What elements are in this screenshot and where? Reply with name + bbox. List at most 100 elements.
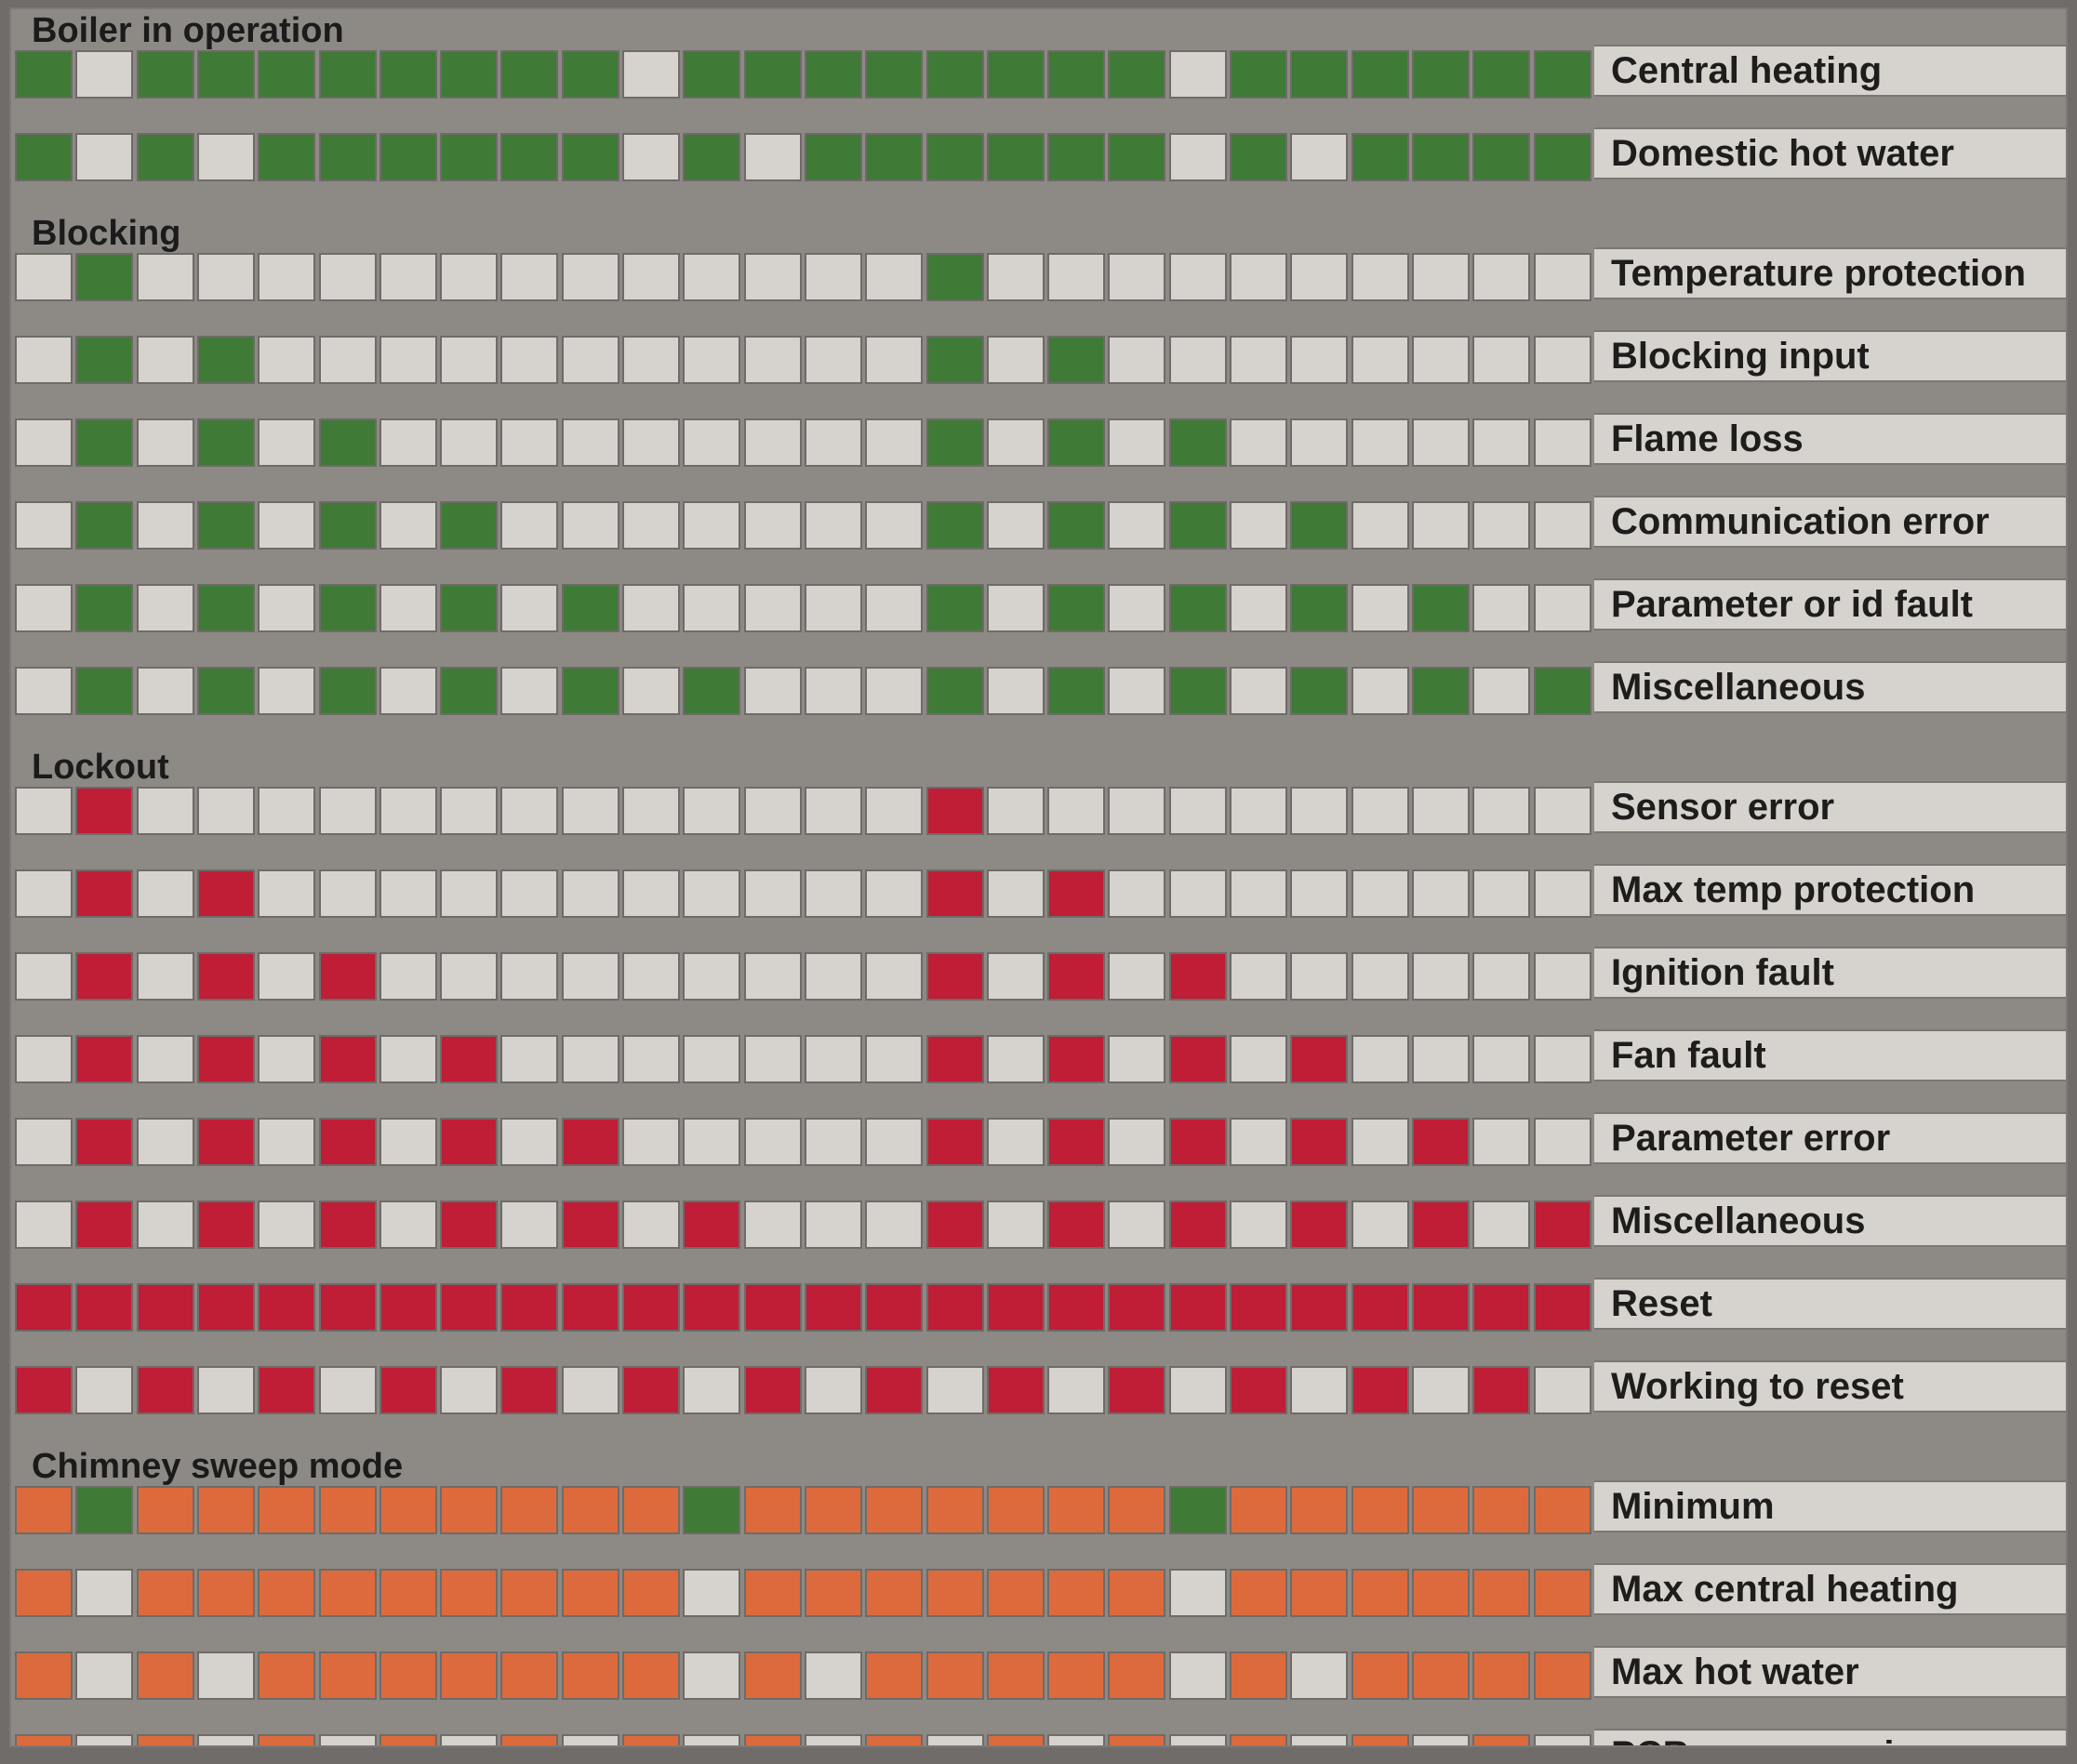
indicator-cell bbox=[15, 1651, 73, 1700]
indicator-cell bbox=[1472, 1569, 1530, 1617]
indicator-cell bbox=[137, 952, 194, 1001]
indicator-cell bbox=[197, 133, 255, 181]
indicator-cell bbox=[379, 1651, 437, 1700]
indicator-cell bbox=[75, 1200, 133, 1249]
indicator-cell bbox=[987, 1569, 1045, 1617]
indicator-cell bbox=[1230, 1651, 1287, 1700]
indicator-cell bbox=[1534, 667, 1591, 715]
indicator-cell bbox=[1108, 1283, 1165, 1332]
indicator-cell bbox=[1534, 501, 1591, 550]
indicator-cell bbox=[744, 1569, 802, 1617]
status-row: Max hot water bbox=[15, 1646, 2066, 1700]
indicator-cell bbox=[500, 133, 558, 181]
indicator-cell bbox=[1047, 869, 1105, 918]
indicator-cell bbox=[1047, 584, 1105, 632]
indicator-cell bbox=[805, 418, 862, 467]
indicator-cell bbox=[258, 1651, 315, 1700]
indicator-cell bbox=[683, 952, 740, 1001]
indicator-cell bbox=[440, 1734, 498, 1745]
row-label: Communication error bbox=[1594, 496, 2066, 548]
indicator-cell bbox=[258, 1283, 315, 1332]
indicator-cell bbox=[1290, 1035, 1348, 1083]
indicator-cell bbox=[258, 869, 315, 918]
indicator-cell bbox=[987, 336, 1045, 384]
indicator-cell bbox=[197, 1486, 255, 1534]
indicator-cell bbox=[622, 1200, 680, 1249]
indicator-cell bbox=[562, 1486, 619, 1534]
indicator-cell bbox=[744, 952, 802, 1001]
indicator-cell bbox=[1230, 133, 1287, 181]
indicator-cell bbox=[865, 418, 923, 467]
indicator-cell bbox=[562, 1569, 619, 1617]
indicator-cell bbox=[805, 1486, 862, 1534]
indicator-cell bbox=[805, 787, 862, 835]
indicator-cell bbox=[1351, 336, 1409, 384]
indicator-cell bbox=[1290, 1486, 1348, 1534]
indicator-cell bbox=[75, 1734, 133, 1745]
row-label: Minimum bbox=[1594, 1480, 2066, 1532]
row-label: Max temp protection bbox=[1594, 864, 2066, 916]
indicator-cell bbox=[926, 50, 984, 99]
indicator-cell bbox=[1412, 952, 1470, 1001]
indicator-cell bbox=[379, 1569, 437, 1617]
row-label: Miscellaneous bbox=[1594, 1195, 2066, 1247]
row-label: Blocking input bbox=[1594, 330, 2066, 382]
indicator-cell bbox=[562, 1200, 619, 1249]
indicator-cell bbox=[440, 1283, 498, 1332]
indicator-cell bbox=[987, 1486, 1045, 1534]
indicator-cell bbox=[865, 1569, 923, 1617]
indicator-cell bbox=[1047, 1734, 1105, 1745]
indicator-cell bbox=[379, 253, 437, 301]
indicator-cell bbox=[865, 1118, 923, 1166]
indicator-cell bbox=[1412, 1486, 1470, 1534]
indicator-cell bbox=[744, 253, 802, 301]
indicator-cell bbox=[197, 253, 255, 301]
indicator-cell bbox=[319, 667, 377, 715]
indicator-cell bbox=[440, 1118, 498, 1166]
indicator-cell bbox=[137, 1734, 194, 1745]
indicator-cell bbox=[197, 1569, 255, 1617]
indicator-cell bbox=[622, 584, 680, 632]
indicator-cell bbox=[1472, 667, 1530, 715]
indicator-cell bbox=[683, 1118, 740, 1166]
indicator-cell bbox=[1169, 501, 1227, 550]
indicator-cell bbox=[319, 1283, 377, 1332]
indicator-cell bbox=[1472, 1118, 1530, 1166]
indicator-cell bbox=[1047, 1651, 1105, 1700]
section-title: Lockout bbox=[32, 748, 169, 787]
indicator-cell bbox=[562, 584, 619, 632]
indicator-cell bbox=[500, 787, 558, 835]
indicator-cell bbox=[622, 1569, 680, 1617]
indicator-cell bbox=[1351, 1200, 1409, 1249]
indicator-cell bbox=[987, 418, 1045, 467]
indicator-cell bbox=[319, 1651, 377, 1700]
indicator-cell bbox=[1108, 667, 1165, 715]
indicator-cell bbox=[987, 50, 1045, 99]
indicator-cell bbox=[379, 1283, 437, 1332]
indicator-cell bbox=[622, 418, 680, 467]
indicator-cell bbox=[683, 133, 740, 181]
indicator-cell bbox=[440, 952, 498, 1001]
indicator-cell bbox=[137, 418, 194, 467]
indicator-cell bbox=[926, 336, 984, 384]
indicator-cell bbox=[562, 869, 619, 918]
indicator-cell bbox=[1047, 1486, 1105, 1534]
indicator-cell bbox=[197, 1734, 255, 1745]
indicator-cell bbox=[258, 667, 315, 715]
indicator-cell bbox=[1169, 1651, 1227, 1700]
indicator-cell bbox=[987, 501, 1045, 550]
indicator-cell bbox=[258, 1366, 315, 1414]
indicator-cell bbox=[622, 501, 680, 550]
indicator-cell bbox=[1108, 584, 1165, 632]
indicator-cell bbox=[1351, 1569, 1409, 1617]
indicator-cell bbox=[75, 501, 133, 550]
indicator-cell bbox=[987, 1651, 1045, 1700]
indicator-cell bbox=[1230, 418, 1287, 467]
indicator-cell bbox=[197, 584, 255, 632]
indicator-cell bbox=[562, 667, 619, 715]
indicator-cell bbox=[75, 584, 133, 632]
indicator-cell bbox=[744, 1486, 802, 1534]
indicator-cell bbox=[1108, 1118, 1165, 1166]
indicator-cell bbox=[744, 787, 802, 835]
indicator-cell bbox=[1351, 1035, 1409, 1083]
